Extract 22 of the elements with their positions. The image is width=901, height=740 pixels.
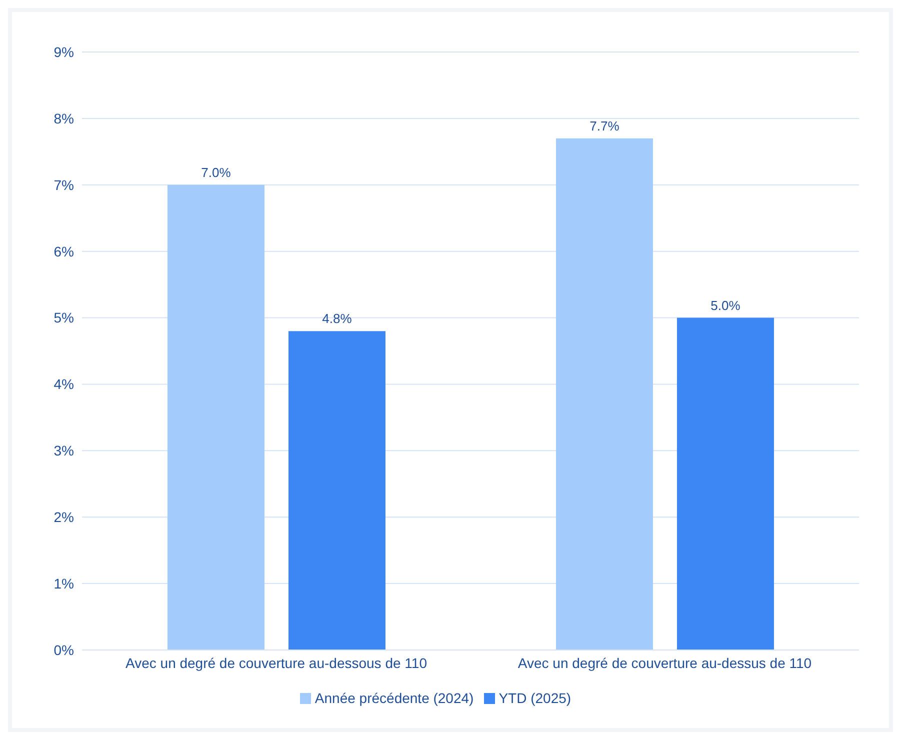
y-tick-label: 9% [54, 44, 74, 60]
bar [288, 331, 386, 650]
x-tick-label: Avec un degré de couverture au-dessous de 110 [126, 654, 428, 671]
data-label: 5.0% [710, 298, 741, 313]
legend-label: YTD (2025) [498, 690, 572, 706]
y-tick-label: 1% [54, 576, 74, 592]
data-label: 7.0% [201, 164, 232, 180]
y-tick-label: 8% [54, 110, 74, 126]
y-tick-label: 4% [54, 376, 74, 392]
y-tick-label: 5% [54, 310, 74, 326]
y-tick-label: 6% [54, 243, 74, 260]
y-tick-label: 2% [54, 509, 74, 526]
data-label: 7.7% [590, 118, 620, 134]
bar [556, 138, 653, 650]
y-tick-label: 3% [54, 442, 74, 459]
data-label: 4.8% [322, 311, 352, 326]
bar [676, 318, 774, 650]
x-tick-label: Avec un degré de couverture au-dessus de 110 [518, 654, 812, 671]
bar [167, 184, 264, 650]
y-tick-label: 0% [54, 642, 74, 658]
legend-label: Année précédente (2024) [314, 690, 474, 706]
y-tick-label: 7% [54, 176, 74, 193]
